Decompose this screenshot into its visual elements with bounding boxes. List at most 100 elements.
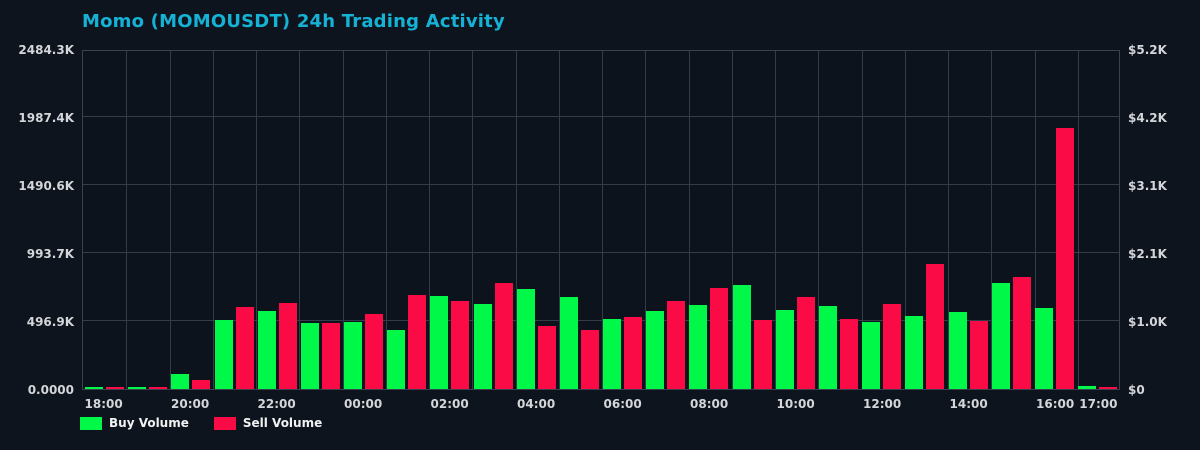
buy-volume-bar xyxy=(603,319,622,389)
hour-slot-23:00 xyxy=(299,51,342,389)
buy-volume-bar xyxy=(559,297,578,389)
grid-line-vertical xyxy=(1034,51,1036,389)
hour-slot-04:00 xyxy=(515,51,558,389)
sell-volume-bar xyxy=(580,330,599,389)
bars-layer xyxy=(83,51,1119,389)
grid-line-vertical xyxy=(602,51,603,389)
hour-slot-12:00 xyxy=(860,51,903,389)
x-axis-tick-label: 04:00 xyxy=(517,397,556,411)
hour-slot-13:00 xyxy=(903,51,946,389)
grid-line-vertical xyxy=(645,51,647,389)
hour-slot-16:00 xyxy=(1033,51,1076,389)
grid-line-vertical xyxy=(818,51,820,389)
grid-line-horizontal xyxy=(83,116,1119,117)
grid-line-vertical xyxy=(169,51,171,389)
buy-volume-bar xyxy=(991,283,1010,389)
buy-volume-bar xyxy=(948,311,967,389)
sell-volume-bar xyxy=(106,387,125,389)
grid-line-vertical xyxy=(515,51,517,389)
x-axis-tick-label: 10:00 xyxy=(776,397,815,411)
grid-line-horizontal xyxy=(83,184,1119,185)
hour-slot-15:00 xyxy=(990,51,1033,389)
sell-volume-bar xyxy=(537,326,556,389)
buy-volume-bar xyxy=(387,330,406,389)
x-axis-tick-label: 16:00 xyxy=(1036,397,1075,411)
sell-volume-bar xyxy=(408,294,427,389)
buy-volume-bar xyxy=(516,288,535,389)
hour-slot-14:00 xyxy=(946,51,989,389)
sell-volume-bar xyxy=(1055,128,1074,389)
buy-volume-bar xyxy=(819,305,837,389)
y-axis-right-tick-label: $4.2K xyxy=(1128,111,1167,125)
buy-volume-bar xyxy=(344,321,363,389)
grid-line-vertical xyxy=(1077,51,1079,389)
hour-slot-21:00 xyxy=(213,51,256,389)
buy-volume-bar xyxy=(300,323,319,389)
buy-volume-swatch-icon xyxy=(80,416,102,430)
x-axis-tick-label: 17:00 xyxy=(1079,397,1118,411)
sell-volume-swatch-icon xyxy=(213,416,236,430)
grid-line-vertical xyxy=(558,51,560,389)
x-axis-tick-label: 22:00 xyxy=(257,397,296,411)
sell-volume-bar xyxy=(1099,387,1118,389)
grid-line-vertical xyxy=(948,51,949,389)
legend-label-sell: Sell Volume xyxy=(242,416,323,430)
y-axis-left-tick-label: 0.0000 xyxy=(27,383,74,397)
grid-line-vertical xyxy=(731,51,733,389)
legend-label-buy: Buy Volume xyxy=(109,416,189,430)
sell-volume-bar xyxy=(235,306,254,389)
sell-volume-bar xyxy=(1012,277,1031,389)
x-axis-tick-label: 06:00 xyxy=(603,397,642,411)
buy-volume-bar xyxy=(257,310,276,389)
buy-volume-bar xyxy=(905,316,924,389)
hour-slot-11:00 xyxy=(817,51,860,389)
grid-line-horizontal xyxy=(83,252,1119,253)
hour-slot-01:00 xyxy=(385,51,428,389)
hour-slot-05:00 xyxy=(558,51,601,389)
y-axis-right-tick-label: $5.2K xyxy=(1128,43,1167,57)
sell-volume-bar xyxy=(969,320,988,389)
hour-slot-10:00 xyxy=(774,51,817,389)
sell-volume-bar xyxy=(451,301,470,389)
y-axis-right-tick-label: $3.1K xyxy=(1128,179,1167,193)
chart-title: Momo (MOMOUSDT) 24h Trading Activity xyxy=(82,11,505,32)
buy-volume-bar xyxy=(775,309,794,389)
buy-volume-bar xyxy=(1078,385,1097,389)
grid-line-vertical xyxy=(904,51,906,389)
y-axis-left-tick-label: 496.9K xyxy=(26,315,74,329)
buy-volume-bar xyxy=(430,296,449,389)
hour-slot-17:00 xyxy=(1076,51,1119,389)
grid-line-vertical xyxy=(126,51,128,389)
sell-volume-bar xyxy=(494,283,513,389)
grid-line-vertical xyxy=(688,51,690,389)
hour-slot-02:00 xyxy=(428,51,471,389)
y-axis-right-tick-label: $0 xyxy=(1128,383,1145,397)
x-axis-tick-label: 08:00 xyxy=(690,397,729,411)
hour-slot-00:00 xyxy=(342,51,385,389)
buy-volume-bar xyxy=(689,304,708,389)
grid-line-vertical xyxy=(256,51,257,389)
hour-slot-07:00 xyxy=(644,51,687,389)
sell-volume-bar xyxy=(796,296,815,389)
sell-volume-bar xyxy=(149,387,168,389)
grid-line-vertical xyxy=(861,51,863,389)
x-axis-tick-label: 20:00 xyxy=(171,397,210,411)
grid-line-vertical xyxy=(342,51,344,389)
y-axis-right-tick-label: $2.1K xyxy=(1128,247,1167,261)
sell-volume-bar xyxy=(840,318,858,389)
grid-line-vertical xyxy=(775,51,776,389)
buy-volume-bar xyxy=(646,311,665,389)
hour-slot-19:00 xyxy=(126,51,169,389)
buy-volume-bar xyxy=(473,304,492,389)
x-axis-tick-label: 00:00 xyxy=(344,397,383,411)
y-axis-left-tick-label: 2484.3K xyxy=(18,43,74,57)
grid-line-vertical xyxy=(472,51,474,389)
grid-line-vertical xyxy=(991,51,993,389)
x-axis-tick-label: 14:00 xyxy=(949,397,988,411)
sell-volume-bar xyxy=(192,379,211,389)
legend: Buy Volume Sell Volume xyxy=(80,416,322,430)
grid-line-vertical xyxy=(429,51,430,389)
x-axis-tick-label: 12:00 xyxy=(863,397,902,411)
sell-volume-bar xyxy=(753,319,772,389)
